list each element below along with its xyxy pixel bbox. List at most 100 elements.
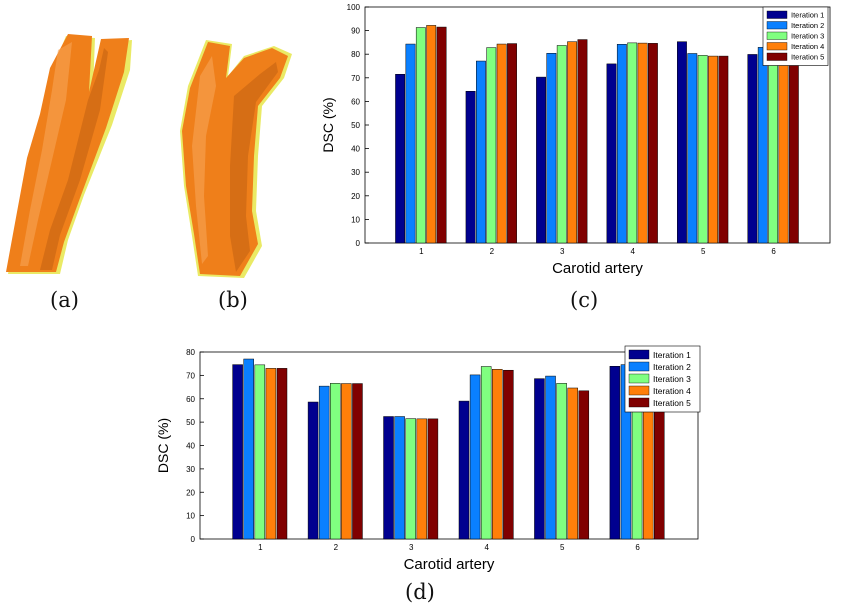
legend-swatch-series5 [766, 52, 788, 61]
bar-series2-artery-2 [476, 60, 486, 244]
bar-series3-artery-1 [415, 27, 426, 244]
bar-series3-artery-4 [480, 366, 492, 540]
bar-series2-artery-4 [616, 44, 627, 244]
bar-series3-artery-3 [405, 418, 416, 540]
x-tick-label: 6 [635, 543, 640, 552]
y-tick-label: 40 [186, 442, 195, 451]
bar-series1-artery-3 [536, 76, 546, 244]
bar-series1-artery-4 [458, 400, 470, 540]
carotid-3d-rendering-a [6, 34, 132, 274]
y-tick-label: 20 [351, 192, 360, 201]
y-tick-label: 50 [351, 121, 360, 130]
legend-swatch-series1 [628, 349, 650, 360]
bar-series3-artery-4 [627, 42, 638, 244]
bar-series3-artery-2 [486, 47, 497, 244]
legend-label-series5: Iteration 5 [791, 53, 824, 62]
bar-series4-artery-3 [567, 41, 578, 244]
bar-series4-artery-4 [492, 369, 503, 540]
bar-chart-d: 0 10 20 30 40 50 60 70 80 1 2 3 4 5 6 Carotid artery DSC… [155, 345, 701, 573]
y-tick-label: 20 [186, 488, 195, 497]
legend-label-series4: Iteration 4 [791, 42, 824, 51]
x-tick-label: 3 [409, 543, 414, 552]
y-tick-label: 60 [351, 97, 360, 106]
bar-series3-artery-5 [556, 383, 567, 540]
bar-series4-artery-4 [637, 42, 648, 244]
panel-label-d: (d) [405, 580, 435, 604]
bar-series1-artery-6 [747, 54, 758, 244]
bar-series4-artery-2 [496, 43, 507, 244]
bar-chart-c: 0 10 20 30 40 50 60 70 80 90 100 1 2 3 4 5 6 Carotid arte… [322, 3, 831, 277]
bar-series2-artery-3 [394, 416, 405, 540]
y-tick-label: 10 [186, 512, 195, 521]
bar-series3-artery-3 [556, 45, 567, 244]
y-tick-label: 50 [186, 418, 195, 427]
legend-label-series1: Iteration 1 [653, 350, 691, 360]
x-tick-label: 5 [701, 247, 706, 256]
y-tick-label: 0 [191, 535, 196, 544]
y-tick-label: 80 [351, 50, 360, 59]
legend-swatch-series5 [628, 397, 650, 408]
legend-label-series1: Iteration 1 [791, 11, 824, 20]
panel-label-a: (a) [50, 288, 79, 312]
legend-label-series5: Iteration 5 [653, 398, 691, 408]
legend-swatch-series4 [628, 385, 650, 396]
bar-series2-artery-1 [243, 358, 254, 540]
bar-series4-artery-5 [708, 55, 718, 244]
y-axis-label: DSC (%) [322, 97, 336, 152]
bar-series5-artery-6 [788, 58, 799, 244]
bar-series2-artery-3 [546, 53, 557, 244]
bar-series2-artery-6 [757, 47, 768, 244]
panel-label-c: (c) [570, 288, 599, 312]
bar-series5-artery-4 [648, 43, 658, 244]
legend-label-series3: Iteration 3 [653, 374, 691, 384]
vessel-shading-a [40, 48, 108, 270]
x-tick-label: 2 [334, 543, 339, 552]
bar-series4-artery-1 [265, 368, 277, 540]
y-tick-label: 70 [186, 371, 195, 380]
bar-series3-artery-6 [768, 54, 779, 244]
bar-series5-artery-3 [577, 39, 588, 244]
vessel-highlight-b [192, 56, 216, 264]
bar-series3-artery-1 [254, 364, 266, 540]
legend-swatch-series1 [766, 10, 788, 19]
x-tick-label: 1 [258, 543, 263, 552]
vessel-highlight-a [20, 42, 72, 266]
bar-series4-artery-5 [567, 387, 578, 540]
bar-series1-artery-4 [606, 63, 617, 244]
legend-label-series4: Iteration 4 [653, 386, 691, 396]
bar-series2-artery-1 [405, 43, 416, 244]
bar-series5-artery-5 [718, 55, 729, 244]
bar-series5-artery-4 [503, 369, 514, 540]
y-tick-label: 100 [347, 3, 361, 12]
bar-series1-artery-1 [395, 74, 406, 244]
bar-series4-artery-1 [426, 25, 437, 244]
y-tick-label: 10 [351, 215, 360, 224]
bar-series5-artery-3 [427, 418, 439, 540]
bar-series3-artery-2 [330, 383, 341, 540]
y-tick-label: 80 [186, 348, 195, 357]
bar-series1-artery-3 [383, 416, 394, 540]
legend-label-series2: Iteration 2 [791, 21, 824, 30]
y-tick-label: 0 [356, 239, 361, 248]
x-tick-label: 5 [560, 543, 565, 552]
x-tick-label: 1 [419, 247, 424, 256]
legend-swatch-series2 [628, 361, 650, 372]
legend-swatch-series3 [766, 31, 788, 40]
bar-series3-artery-5 [697, 55, 708, 244]
bar-series4-artery-2 [341, 383, 352, 540]
panel-label-b: (b) [218, 288, 248, 312]
x-tick-label: 6 [771, 247, 776, 256]
bar-series1-artery-5 [534, 378, 545, 540]
bar-series5-artery-1 [436, 26, 447, 244]
bar-series1-artery-2 [307, 401, 319, 540]
legend-label-series3: Iteration 3 [791, 32, 824, 41]
y-tick-label: 30 [186, 465, 195, 474]
bar-series1-artery-6 [609, 366, 621, 540]
legend-swatch-series2 [766, 21, 788, 30]
bar-series2-artery-5 [545, 375, 556, 540]
bar-series5-artery-2 [352, 383, 363, 540]
legend-label-series2: Iteration 2 [653, 362, 691, 372]
bar-series1-artery-2 [465, 91, 476, 244]
x-tick-label: 4 [485, 543, 490, 552]
bar-series2-artery-4 [469, 374, 481, 540]
